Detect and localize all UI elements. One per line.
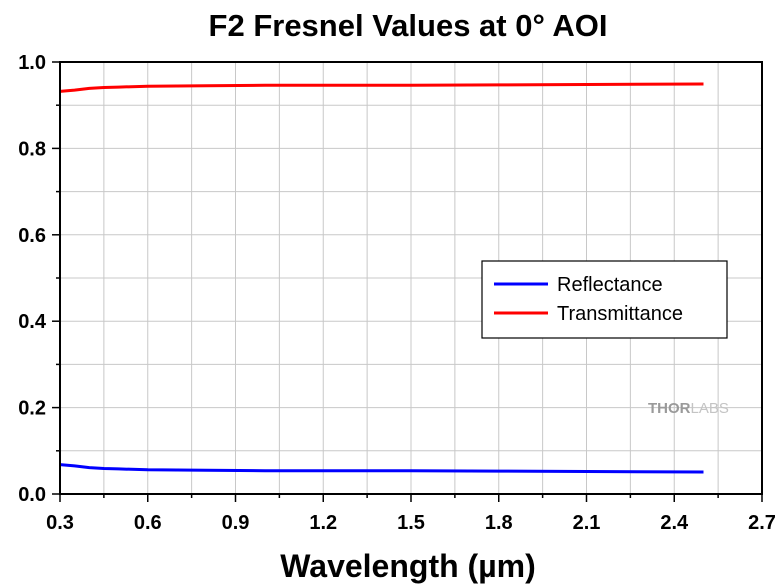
series-lines [59,82,704,474]
legend: Reflectance Transmittance [481,260,728,339]
x-tick-label: 0.9 [222,512,250,534]
y-tick-label: 0.8 [18,138,46,160]
y-tick-label: 0.6 [18,225,46,247]
svg-text:THORLABS: THORLABS [648,400,729,417]
y-tick-label: 0.0 [18,484,46,506]
y-tick-label: 0.2 [18,398,46,420]
y-tick-label: 0.4 [18,311,47,333]
axis-ticks: 0.3 0.6 0.9 1.2 1.5 1.8 2.1 2.4 2.7 0.0 0.2 0.4 0.6 0… [18,52,776,534]
plot-frame [59,61,763,495]
legend-box [481,260,728,339]
legend-label-transmittance: Transmittance [557,303,683,325]
x-tick-label: 1.2 [309,512,337,534]
x-tick-label: 1.8 [485,512,513,534]
x-tick-label: 2.7 [748,512,776,534]
series-line-reflectance [59,463,704,474]
x-tick-label: 2.4 [660,512,689,534]
x-axis-label: Wavelength (µm) [280,548,535,584]
thorlabs-watermark: THORLABS [648,400,729,417]
x-tick-label: 0.3 [46,512,74,534]
y-tick-label: 1.0 [18,52,46,74]
x-tick-label: 2.1 [573,512,601,534]
chart-title: F2 Fresnel Values at 0° AOI [209,8,608,43]
watermark-labs: LABS [691,400,729,417]
x-tick-label: 1.5 [397,512,425,534]
watermark-thor: THOR [648,400,691,417]
x-tick-label: 0.6 [134,512,162,534]
series-line-transmittance [59,82,704,93]
legend-label-reflectance: Reflectance [557,274,663,296]
